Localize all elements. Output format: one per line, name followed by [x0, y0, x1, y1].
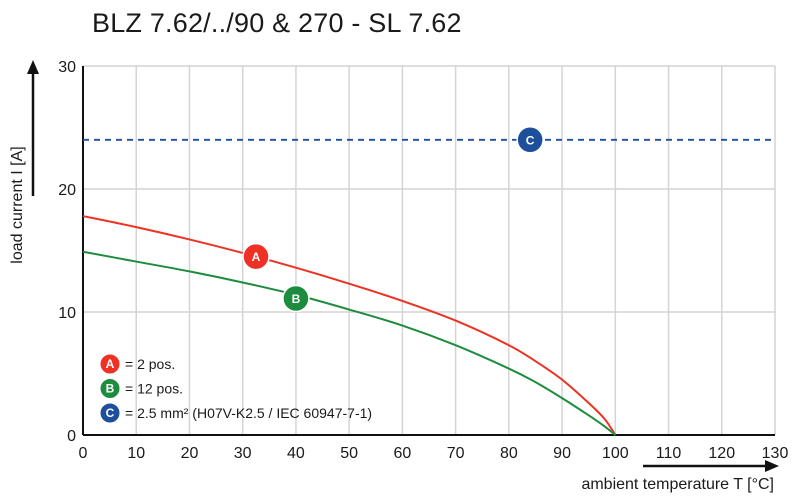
grid: [83, 65, 776, 435]
legend-b-text: = 12 pos.: [125, 381, 183, 397]
series-a-marker-label: A: [252, 250, 261, 264]
x-tick-label: 20: [181, 445, 199, 462]
legend-c-text: = 2.5 mm² (H07V-K2.5 / IEC 60947-7-1): [125, 405, 372, 421]
legend-c-marker-label: C: [106, 406, 115, 420]
legend-b-marker-label: B: [106, 382, 115, 396]
legend-a-text: = 2 pos.: [125, 356, 175, 372]
legend-a-marker-label: A: [106, 357, 115, 371]
chart-title: BLZ 7.62/../90 & 270 - SL 7.62: [92, 8, 462, 38]
series-c-marker: [516, 126, 544, 154]
x-tick-label: 130: [762, 445, 789, 462]
y-tick-label: 20: [58, 182, 76, 199]
y-tick-label: 10: [58, 305, 76, 322]
x-tick-label: 100: [602, 445, 629, 462]
x-tick-label: 90: [553, 445, 571, 462]
series-a-marker: [242, 242, 270, 271]
series-c-marker-label: C: [526, 133, 535, 147]
series-b-line: [82, 250, 616, 436]
x-axis-label: ambient temperature T [°C]: [581, 476, 774, 493]
y-tick-label: 0: [67, 428, 76, 445]
x-tick-label: 120: [708, 445, 735, 462]
series-b-marker: [282, 284, 310, 313]
series-a-line: [82, 215, 617, 436]
x-axis-arrow-head: [765, 460, 779, 472]
series-b-marker-label: B: [292, 292, 301, 306]
y-axis-arrow-head: [27, 60, 39, 74]
series-layer: ABC: [82, 126, 775, 436]
y-tick-label: 30: [58, 59, 76, 76]
legend-a-marker: [99, 353, 121, 375]
legend-c-marker: [99, 402, 121, 424]
x-tick-label: 10: [127, 445, 145, 462]
x-tick-label: 40: [287, 445, 305, 462]
x-tick-label: 50: [340, 445, 358, 462]
legend: A = 2 pos. B = 12 pos. C = 2.5 mm² (H07V-K2.5…: [99, 353, 372, 424]
x-tick-label: 30: [234, 445, 252, 462]
axes: 0 10 20 30 40 50 60 70 80 90 100 110 120 130 0 10 20 30 lo…: [9, 59, 788, 493]
x-tick-label: 80: [500, 445, 518, 462]
x-tick-label: 0: [79, 445, 88, 462]
x-tick-label: 110: [656, 445, 682, 462]
legend-b-marker: [99, 378, 121, 399]
y-axis-label: load current I [A]: [9, 146, 26, 263]
x-tick-label: 70: [447, 445, 465, 462]
x-tick-label: 60: [393, 445, 411, 462]
